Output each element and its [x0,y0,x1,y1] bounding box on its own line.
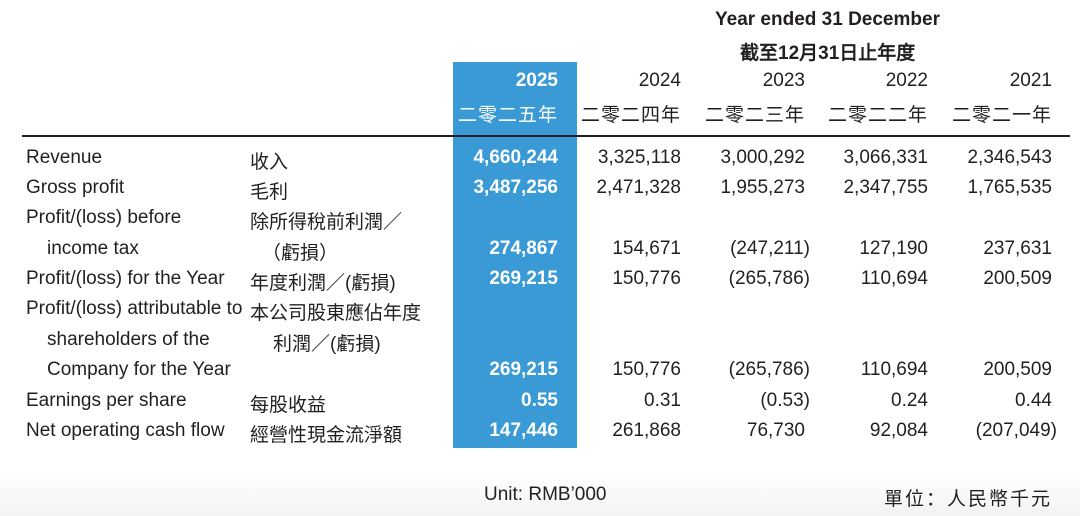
header-rule [22,135,1070,137]
value-gross-profit-2023: 1,955,273 [720,177,805,198]
row-label-profit-attributable: Profit/(loss) attributable to [26,298,243,319]
value-net-operating-cash-flow-2024: 261,868 [612,420,681,441]
value-profit-before-tax-2023: (247,211) [730,238,810,259]
year-header-zh-2025: 二零二五年 [457,105,558,126]
year-header-2025: 2025 [515,70,558,91]
unit-note-zh: 單位：人民幣千元 [884,489,1053,510]
footer-band [0,470,1080,516]
value-gross-profit-2025: 3,487,256 [473,177,558,198]
value-profit-for-year-2024: 150,776 [612,268,681,289]
value-revenue-2024: 3,325,118 [597,147,681,168]
value-revenue-2025: 4,660,244 [473,147,558,168]
row-label-zh-profit-attributable-line2: 利潤／(虧損) [273,334,381,355]
value-net-operating-cash-flow-2022: 92,084 [869,420,928,441]
value-profit-for-year-2025: 269,215 [489,268,558,289]
year-header-zh-2024: 二零二四年 [580,105,681,126]
value-net-operating-cash-flow-2025: 147,446 [489,420,558,441]
row-label-zh-gross-profit: 毛利 [250,182,289,203]
value-revenue-2022: 3,066,331 [843,147,928,168]
period-title-en: Year ended 31 December [715,9,940,30]
row-label-eps: Earnings per share [26,390,187,411]
value-net-operating-cash-flow-2023: 76,730 [746,420,805,441]
row-label-profit-before-tax-line2: income tax [47,238,139,259]
value-eps-2022: 0.24 [891,390,928,411]
value-profit-for-year-2023: (265,786) [728,268,810,289]
row-label-zh-profit-before-tax: 除所得稅前利潤／ [250,212,403,233]
value-profit-attributable-2025: 269,215 [489,359,558,380]
year-header-2023: 2023 [762,70,805,91]
row-label-zh-profit-before-tax-line2: （虧損） [262,243,339,264]
value-eps-2025: 0.55 [521,390,558,411]
row-label-gross-profit: Gross profit [26,177,125,198]
row-label-zh-profit-attributable: 本公司股東應佔年度 [250,303,422,324]
year-header-2022: 2022 [885,70,928,91]
value-gross-profit-2022: 2,347,755 [843,177,928,198]
row-label-zh-eps: 每股收益 [250,395,327,416]
row-label-zh-profit-for-year: 年度利潤／(虧損) [250,273,396,294]
value-eps-2023: (0.53) [760,390,810,411]
row-label-revenue: Revenue [26,147,103,168]
row-label-profit-before-tax: Profit/(loss) before [26,207,182,228]
value-profit-attributable-2022: 110,694 [860,359,928,380]
value-revenue-2023: 3,000,292 [720,147,805,168]
row-label-net-operating-cash-flow: Net operating cash flow [26,420,225,441]
value-profit-before-tax-2025: 274,867 [489,238,558,259]
value-net-operating-cash-flow-2021: (207,049) [975,420,1057,441]
value-profit-before-tax-2021: 237,631 [983,238,1052,259]
value-profit-before-tax-2024: 154,671 [612,238,681,259]
row-label-profit-attributable-line2: shareholders of the [47,329,210,350]
year-header-2021: 2021 [1009,70,1052,91]
row-label-profit-for-year: Profit/(loss) for the Year [26,268,225,289]
row-label-profit-attributable-line3: Company for the Year [47,359,231,380]
value-profit-attributable-2021: 200,509 [983,359,1052,380]
value-profit-attributable-2023: (265,786) [728,359,810,380]
value-profit-for-year-2022: 110,694 [860,268,928,289]
value-eps-2021: 0.44 [1015,390,1052,411]
value-profit-for-year-2021: 200,509 [983,268,1052,289]
value-profit-before-tax-2022: 127,190 [859,238,928,259]
unit-note-en: Unit: RMB’000 [484,484,607,505]
year-header-zh-2022: 二零二二年 [827,105,928,126]
value-eps-2024: 0.31 [644,390,681,411]
current-year-highlight [453,62,577,448]
year-header-zh-2021: 二零二一年 [951,105,1052,126]
value-gross-profit-2024: 2,471,328 [596,177,681,198]
value-profit-attributable-2024: 150,776 [612,359,681,380]
row-label-zh-net-operating-cash-flow: 經營性現金流淨額 [250,425,403,446]
year-header-2024: 2024 [638,70,681,91]
year-header-zh-2023: 二零二三年 [704,105,805,126]
value-revenue-2021: 2,346,543 [967,147,1052,168]
row-label-zh-revenue: 收入 [250,152,289,173]
value-gross-profit-2021: 1,765,535 [967,177,1052,198]
period-title-zh: 截至12月31日止年度 [740,43,916,64]
